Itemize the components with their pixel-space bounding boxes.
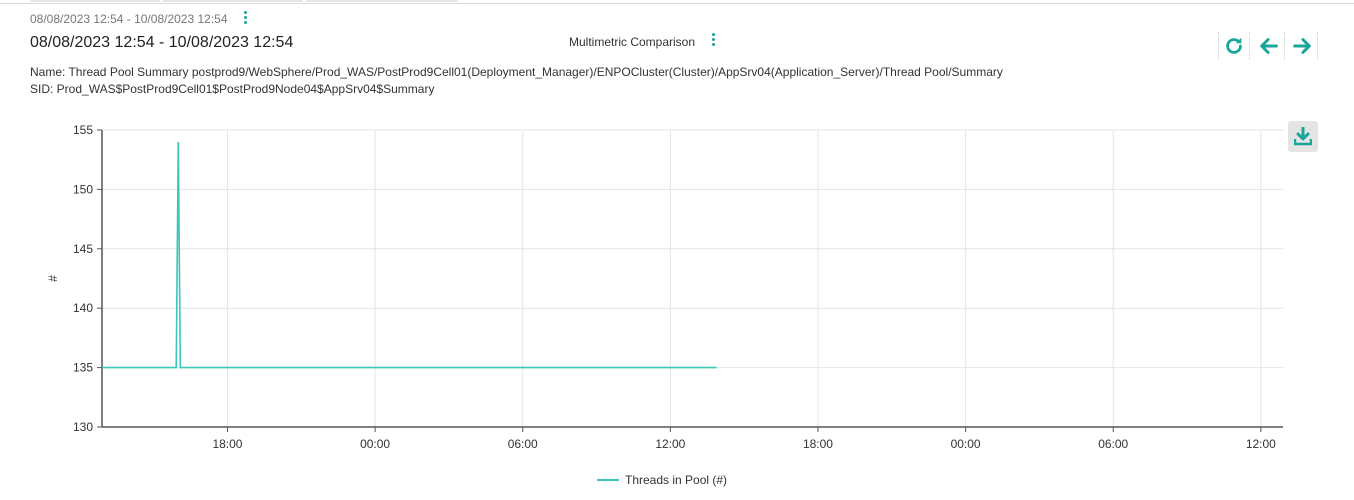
tab-stub[interactable] (163, 0, 303, 2)
y-axis-label: # (46, 275, 60, 282)
x-tick-label: 12:00 (655, 437, 685, 451)
x-tick-label: 06:00 (1098, 437, 1128, 451)
arrow-left-icon (1260, 38, 1278, 54)
refresh-icon (1226, 37, 1242, 54)
y-tick-label: 145 (73, 242, 93, 256)
comparison-options-icon[interactable] (708, 33, 718, 49)
x-tick-label: 00:00 (951, 437, 981, 451)
y-tick-label: 155 (73, 123, 93, 137)
multimetric-comparison-label: Multimetric Comparison (569, 35, 696, 49)
previous-range-button[interactable] (1254, 32, 1285, 60)
date-range-small: 08/08/2023 12:54 - 10/08/2023 12:54 (30, 12, 228, 26)
y-tick-label: 140 (73, 301, 93, 315)
chart-legend[interactable]: Threads in Pool (#) (597, 473, 727, 487)
x-tick-label: 06:00 (508, 437, 538, 451)
y-tick-label: 135 (73, 361, 93, 375)
series-line (102, 141, 717, 369)
metric-sid: SID: Prod_WAS$PostProd9Cell01$PostProd9N… (30, 82, 435, 96)
y-tick-label: 150 (73, 182, 93, 196)
refresh-button[interactable] (1218, 32, 1250, 60)
page-title: 08/08/2023 12:54 - 10/08/2023 12:54 (30, 34, 294, 51)
x-tick-label: 12:00 (1246, 437, 1276, 451)
download-button[interactable] (1288, 121, 1318, 152)
tab-stub[interactable] (30, 0, 160, 2)
legend-swatch (597, 479, 619, 481)
tab-stub[interactable] (306, 0, 458, 2)
x-tick-label: 00:00 (360, 437, 390, 451)
download-icon (1294, 127, 1312, 146)
x-tick-label: 18:00 (803, 437, 833, 451)
more-options-icon[interactable] (240, 11, 250, 27)
x-tick-label: 18:00 (212, 437, 242, 451)
tab-strip (0, 0, 1354, 4)
next-range-button[interactable] (1287, 32, 1318, 60)
legend-label: Threads in Pool (#) (625, 473, 728, 487)
arrow-right-icon (1293, 38, 1311, 54)
metric-name: Name: Thread Pool Summary postprod9/WebS… (30, 65, 1003, 79)
y-tick-label: 130 (73, 420, 93, 434)
line-chart: 130 135 140 145 150 155 18:00 00:00 06:00 12:00 18… (46, 123, 1283, 451)
